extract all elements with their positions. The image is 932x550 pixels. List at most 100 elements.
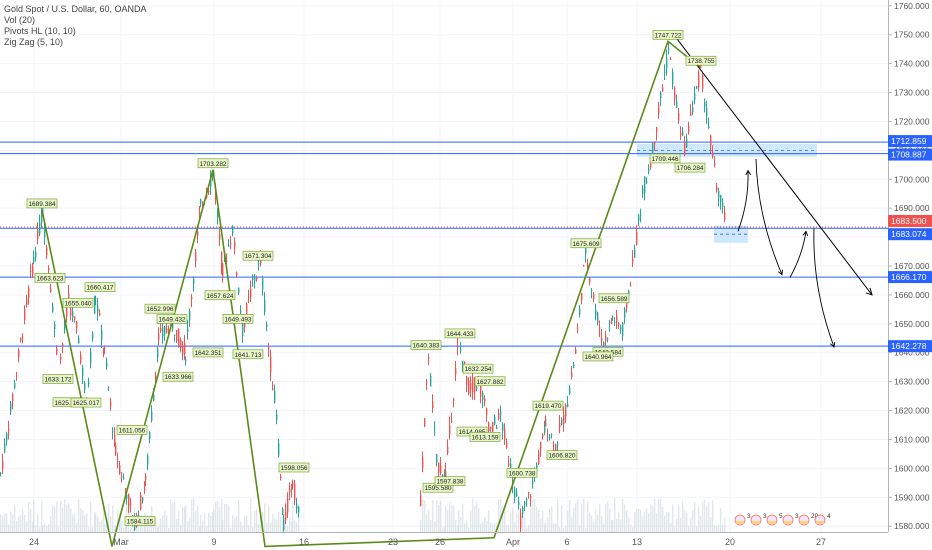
candle-body <box>117 460 119 462</box>
time-tick-label: 23 <box>388 537 398 547</box>
candle-body <box>538 452 540 465</box>
candle-body <box>530 496 532 499</box>
pivot-label-box <box>70 397 102 408</box>
volume-bar <box>702 501 704 532</box>
volume-bar <box>624 504 626 532</box>
price-tick-label: 1690.000 <box>894 203 930 213</box>
indicator-pivots[interactable]: Pivots HL (10, 10) <box>4 26 76 36</box>
candle-body <box>70 309 72 316</box>
candle-body <box>78 337 80 344</box>
candle-body <box>35 251 37 258</box>
volume-bar <box>274 518 276 532</box>
candle-body <box>601 337 603 342</box>
volume-bar <box>294 520 296 532</box>
volume-bar <box>607 500 609 532</box>
candle-body <box>158 333 160 340</box>
candle-body <box>262 278 264 290</box>
event-flag-stripe <box>816 521 824 524</box>
pivot-label: 1640.964 <box>584 354 611 361</box>
volume-bar <box>690 517 692 532</box>
candle-body <box>80 354 82 363</box>
candle-body <box>532 481 534 484</box>
price-tick-label: 1600.000 <box>894 463 930 473</box>
candle-body <box>611 321 613 324</box>
volume-bar <box>585 527 587 532</box>
candle-body <box>90 351 92 364</box>
candle-body <box>451 420 453 422</box>
candle-body <box>246 303 248 317</box>
candle-body <box>585 244 587 255</box>
candle-body <box>642 188 644 194</box>
candle-body <box>680 132 682 136</box>
level-price-label: 1712.859 <box>891 136 927 146</box>
volume-bar <box>599 503 601 532</box>
volume-bar <box>76 522 78 532</box>
volume-bar <box>97 516 99 532</box>
candle-body <box>8 428 10 432</box>
volume-bar <box>2 515 4 532</box>
volume-bar <box>42 525 44 532</box>
trendline-arrowhead <box>865 287 873 296</box>
candle-body <box>664 71 666 73</box>
time-axis[interactable]: 24 Mar 9 16 23 26 Apr 6 13 20 27 <box>0 532 888 548</box>
candle-body <box>710 135 712 146</box>
candle-body <box>652 142 654 154</box>
candle-body <box>164 327 166 335</box>
candle-body <box>0 473 2 475</box>
price-axis[interactable]: 1580.000 1590.000 1600.000 1610.000 1620.000… <box>888 0 932 550</box>
volume-bar <box>718 524 720 532</box>
candle-body <box>46 247 48 255</box>
candle-body <box>559 422 561 428</box>
candle-body <box>638 215 640 221</box>
candle-body <box>128 493 130 506</box>
candle-body <box>244 321 246 328</box>
candle-body <box>66 308 68 317</box>
candle-body <box>110 402 112 406</box>
volume-bar <box>676 518 678 532</box>
volume-bar <box>555 523 557 532</box>
candle-body <box>119 465 121 474</box>
volume-bar <box>652 506 654 532</box>
chart-title[interactable]: Gold Spot / U.S. Dollar, 60, OANDA <box>4 4 147 14</box>
volume-bar <box>559 527 561 532</box>
volume-bar <box>62 508 64 532</box>
volume-bar <box>248 525 250 532</box>
pivot-label-box <box>532 400 564 411</box>
volume-bar <box>514 522 516 532</box>
volume-bar <box>698 506 700 532</box>
volume-bar <box>714 525 716 532</box>
candle-body <box>472 377 474 392</box>
candle-body <box>264 300 266 312</box>
indicator-vol[interactable]: Vol (20) <box>4 15 36 25</box>
candle-body <box>630 284 632 286</box>
candle-body <box>280 476 282 479</box>
volume-bar <box>603 523 605 532</box>
volume-bar <box>70 508 72 532</box>
volume-bar <box>442 527 444 532</box>
candle-body <box>200 199 202 204</box>
candle-body <box>632 258 634 263</box>
volume-bar <box>622 499 624 532</box>
candle-body <box>60 356 62 360</box>
candle-body <box>516 492 518 496</box>
candle-body <box>217 212 219 219</box>
candle-body <box>589 278 591 283</box>
volume-bar <box>538 509 540 532</box>
volume-bar <box>708 501 710 532</box>
volume-bar <box>37 513 39 532</box>
candle-body <box>115 444 117 454</box>
candle-body <box>6 433 8 441</box>
volume-bar <box>206 525 208 532</box>
price-tick-label: 1720.000 <box>894 116 930 126</box>
volume-bar <box>30 508 32 532</box>
candle-body <box>682 131 684 136</box>
candle-body <box>228 245 230 247</box>
volume-bar <box>686 513 688 532</box>
candle-body <box>72 311 74 318</box>
indicator-zigzag[interactable]: Zig Zag (5, 10) <box>4 37 64 47</box>
candle-body <box>716 186 718 191</box>
candle-body <box>95 297 97 299</box>
candle-body <box>432 401 434 409</box>
volume-bar <box>74 513 76 532</box>
